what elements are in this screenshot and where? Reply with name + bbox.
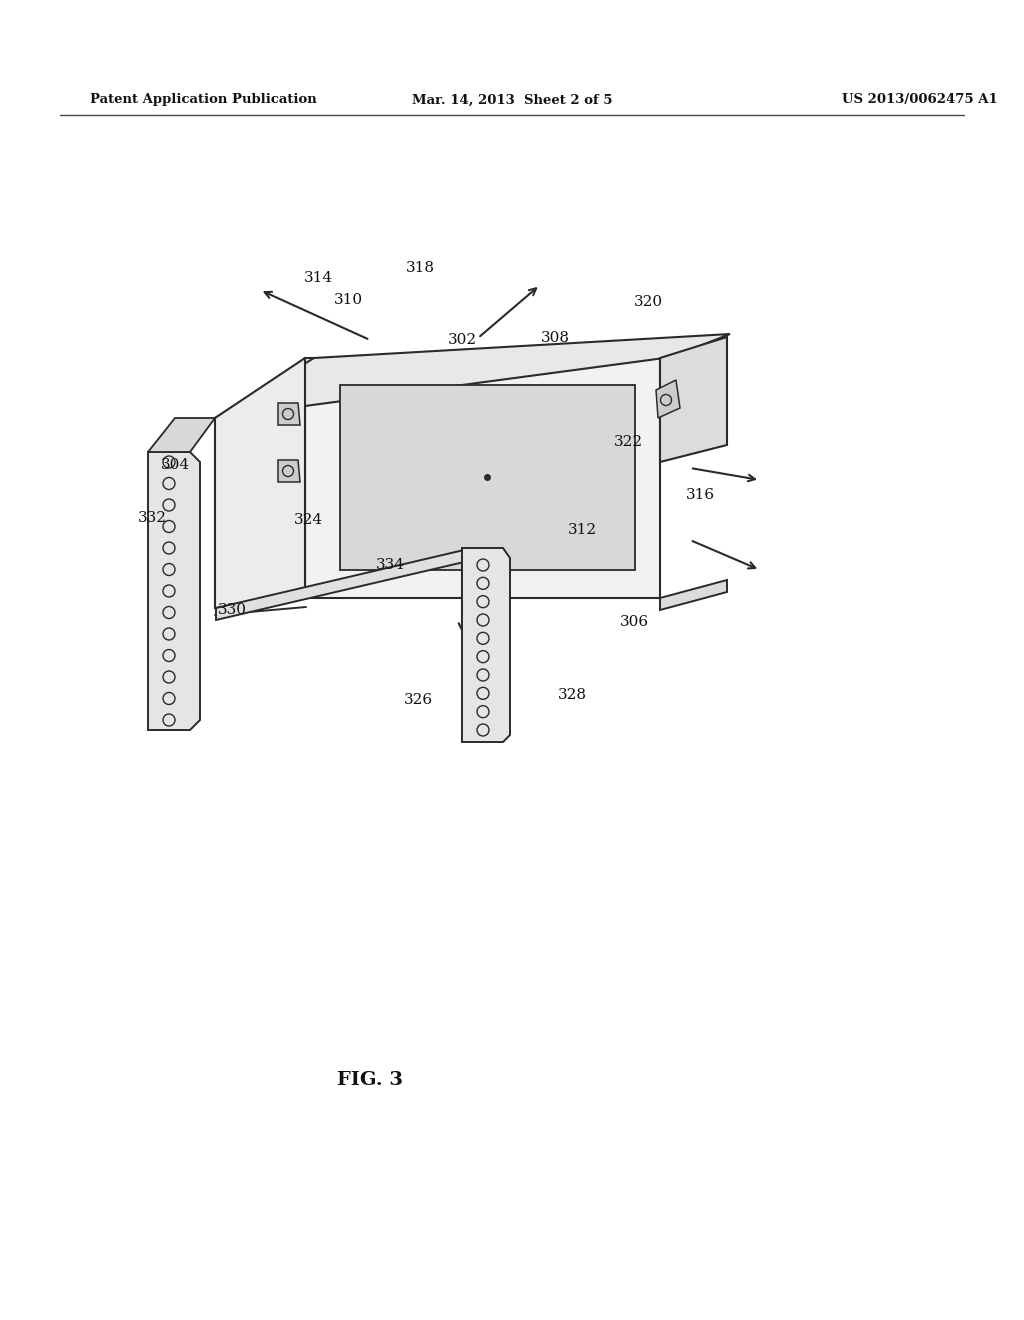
Polygon shape — [278, 403, 300, 425]
Polygon shape — [148, 418, 215, 451]
Text: 314: 314 — [303, 271, 333, 285]
Text: Mar. 14, 2013  Sheet 2 of 5: Mar. 14, 2013 Sheet 2 of 5 — [412, 94, 612, 107]
Text: 306: 306 — [620, 615, 648, 630]
Text: Patent Application Publication: Patent Application Publication — [90, 94, 316, 107]
Text: 310: 310 — [334, 293, 362, 308]
Polygon shape — [340, 385, 635, 570]
Text: 312: 312 — [567, 523, 597, 537]
Text: 332: 332 — [137, 511, 167, 525]
Text: 302: 302 — [447, 333, 476, 347]
Text: 318: 318 — [406, 261, 434, 275]
Polygon shape — [660, 579, 727, 610]
Polygon shape — [462, 548, 510, 742]
Polygon shape — [660, 337, 727, 462]
Polygon shape — [215, 334, 730, 418]
Text: 328: 328 — [557, 688, 587, 702]
Text: 308: 308 — [541, 331, 569, 345]
Text: FIG. 3: FIG. 3 — [337, 1071, 403, 1089]
Polygon shape — [216, 550, 464, 620]
Text: 316: 316 — [685, 488, 715, 502]
Text: 324: 324 — [294, 513, 323, 527]
Text: 320: 320 — [634, 294, 663, 309]
Polygon shape — [305, 358, 660, 598]
Polygon shape — [656, 380, 680, 418]
Polygon shape — [215, 358, 305, 609]
Text: 322: 322 — [613, 436, 643, 449]
Text: 330: 330 — [217, 603, 247, 616]
Polygon shape — [278, 459, 300, 482]
Text: 334: 334 — [376, 558, 404, 572]
Text: US 2013/0062475 A1: US 2013/0062475 A1 — [842, 94, 997, 107]
Text: 304: 304 — [161, 458, 189, 473]
Polygon shape — [148, 451, 200, 730]
Text: 326: 326 — [403, 693, 432, 708]
